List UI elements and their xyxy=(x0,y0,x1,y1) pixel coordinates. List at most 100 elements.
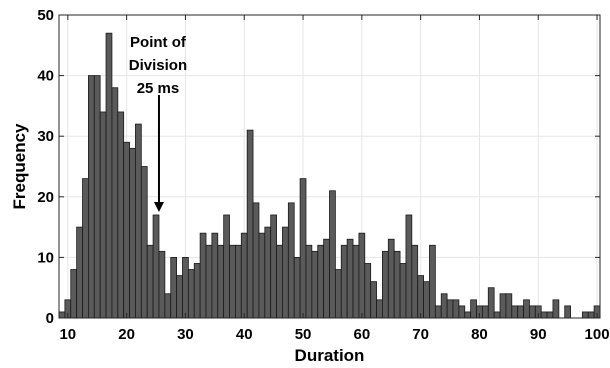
histogram-bar xyxy=(493,311,501,319)
histogram-bar xyxy=(282,226,289,319)
histogram-bar xyxy=(411,244,419,319)
histogram-bar xyxy=(123,141,130,319)
histogram-bar xyxy=(458,305,466,319)
histogram-bar xyxy=(317,244,325,319)
histogram-bar xyxy=(158,250,166,319)
histogram-bar xyxy=(470,299,477,319)
histogram-bar xyxy=(240,232,248,319)
division-annotation: Point of Division 25 ms xyxy=(129,34,187,212)
histogram-bar xyxy=(423,281,430,319)
y-tick-label: 40 xyxy=(37,68,54,85)
histogram-bar xyxy=(70,269,78,319)
plot-frame xyxy=(58,14,601,319)
histogram-bar xyxy=(164,293,172,319)
x-axis-label: Duration xyxy=(295,346,365,365)
histogram-bar xyxy=(99,111,107,319)
histogram-bar xyxy=(111,87,119,319)
histogram-bar xyxy=(305,244,313,319)
histogram-bar xyxy=(264,226,272,319)
histogram-bar xyxy=(429,244,436,319)
histogram-bar xyxy=(223,214,230,319)
histogram-bar xyxy=(505,293,513,319)
x-tick-label: 50 xyxy=(295,326,312,343)
x-tick-label: 60 xyxy=(353,326,370,343)
histogram-bar xyxy=(523,299,530,319)
histogram-bar xyxy=(364,263,372,319)
histogram-bar xyxy=(517,305,524,319)
histogram-bar xyxy=(211,232,219,319)
histogram-bar xyxy=(246,129,254,319)
histogram-bar xyxy=(399,263,407,319)
histogram-bar xyxy=(387,238,395,319)
y-tick-label: 50 xyxy=(37,7,54,24)
histogram-bar xyxy=(358,232,366,319)
histogram-bar xyxy=(229,244,236,319)
histogram-bar xyxy=(329,190,336,319)
histogram-bar xyxy=(440,293,448,319)
histogram-bar xyxy=(76,226,83,319)
histogram-bar xyxy=(299,178,307,319)
axis-ticks: 10 20 30 40 50 60 70 80 90 100 0 10 20 30 40 50 xyxy=(37,7,609,343)
x-tick-label: 30 xyxy=(177,326,194,343)
histogram-bar xyxy=(323,238,330,319)
x-tick-label: 10 xyxy=(59,326,76,343)
histogram-bar xyxy=(217,244,225,319)
histogram-bar xyxy=(376,299,383,319)
histogram-bar xyxy=(529,305,536,319)
y-tick-label: 0 xyxy=(46,310,54,327)
y-tick-label: 10 xyxy=(37,249,54,266)
histogram-bar xyxy=(481,305,489,319)
histogram-bar xyxy=(434,305,442,319)
annotation-arrow-head xyxy=(153,201,164,212)
histogram-bar xyxy=(129,147,136,319)
histogram-bar xyxy=(346,238,354,319)
histogram-bar xyxy=(552,299,560,319)
histogram-bar xyxy=(82,178,89,319)
histogram-bar xyxy=(252,202,260,319)
histogram-bar xyxy=(334,269,342,319)
histogram-bar xyxy=(581,311,589,319)
histogram-bar xyxy=(499,293,507,319)
y-axis-label: Frequency xyxy=(10,123,29,210)
histogram-bar xyxy=(117,111,125,319)
histogram-bar xyxy=(235,244,242,319)
histogram-bar xyxy=(405,214,413,319)
y-tick-label: 20 xyxy=(37,189,54,206)
histogram-bar xyxy=(511,305,519,319)
histogram-bar xyxy=(270,214,277,319)
histogram-bar xyxy=(340,244,348,319)
histogram-bar xyxy=(293,256,301,319)
histogram-bar xyxy=(187,269,195,319)
histogram-bar xyxy=(276,244,283,319)
histogram-bar xyxy=(587,311,595,319)
x-tick-label: 80 xyxy=(471,326,488,343)
y-tick-label: 30 xyxy=(37,128,54,145)
annotation-line-1: Point of xyxy=(130,34,187,51)
histogram-bar xyxy=(417,275,424,319)
histogram-bar xyxy=(176,275,183,319)
histogram-bar xyxy=(393,250,401,319)
x-tick-label: 20 xyxy=(118,326,135,343)
histogram-bar xyxy=(140,166,148,319)
x-tick-label: 40 xyxy=(236,326,253,343)
histogram-bar xyxy=(93,75,101,319)
x-tick-label: 100 xyxy=(585,326,610,343)
histogram-bar xyxy=(182,256,189,319)
histogram-bar xyxy=(193,263,201,319)
histogram-bar xyxy=(370,281,377,319)
histogram-bar xyxy=(170,256,178,319)
histogram-bar xyxy=(311,250,319,319)
histogram-bar xyxy=(58,311,66,319)
x-tick-label: 70 xyxy=(412,326,429,343)
histogram-bar xyxy=(205,244,213,319)
histogram-bar xyxy=(152,214,160,319)
histogram-bar xyxy=(105,32,113,319)
histogram-bar xyxy=(464,311,472,319)
histogram-bar xyxy=(199,232,207,319)
histogram-bar xyxy=(546,311,554,319)
histogram-bar xyxy=(135,123,142,319)
histogram-bar xyxy=(540,311,548,319)
histogram-bar xyxy=(258,232,266,319)
histogram-bar xyxy=(146,244,154,319)
